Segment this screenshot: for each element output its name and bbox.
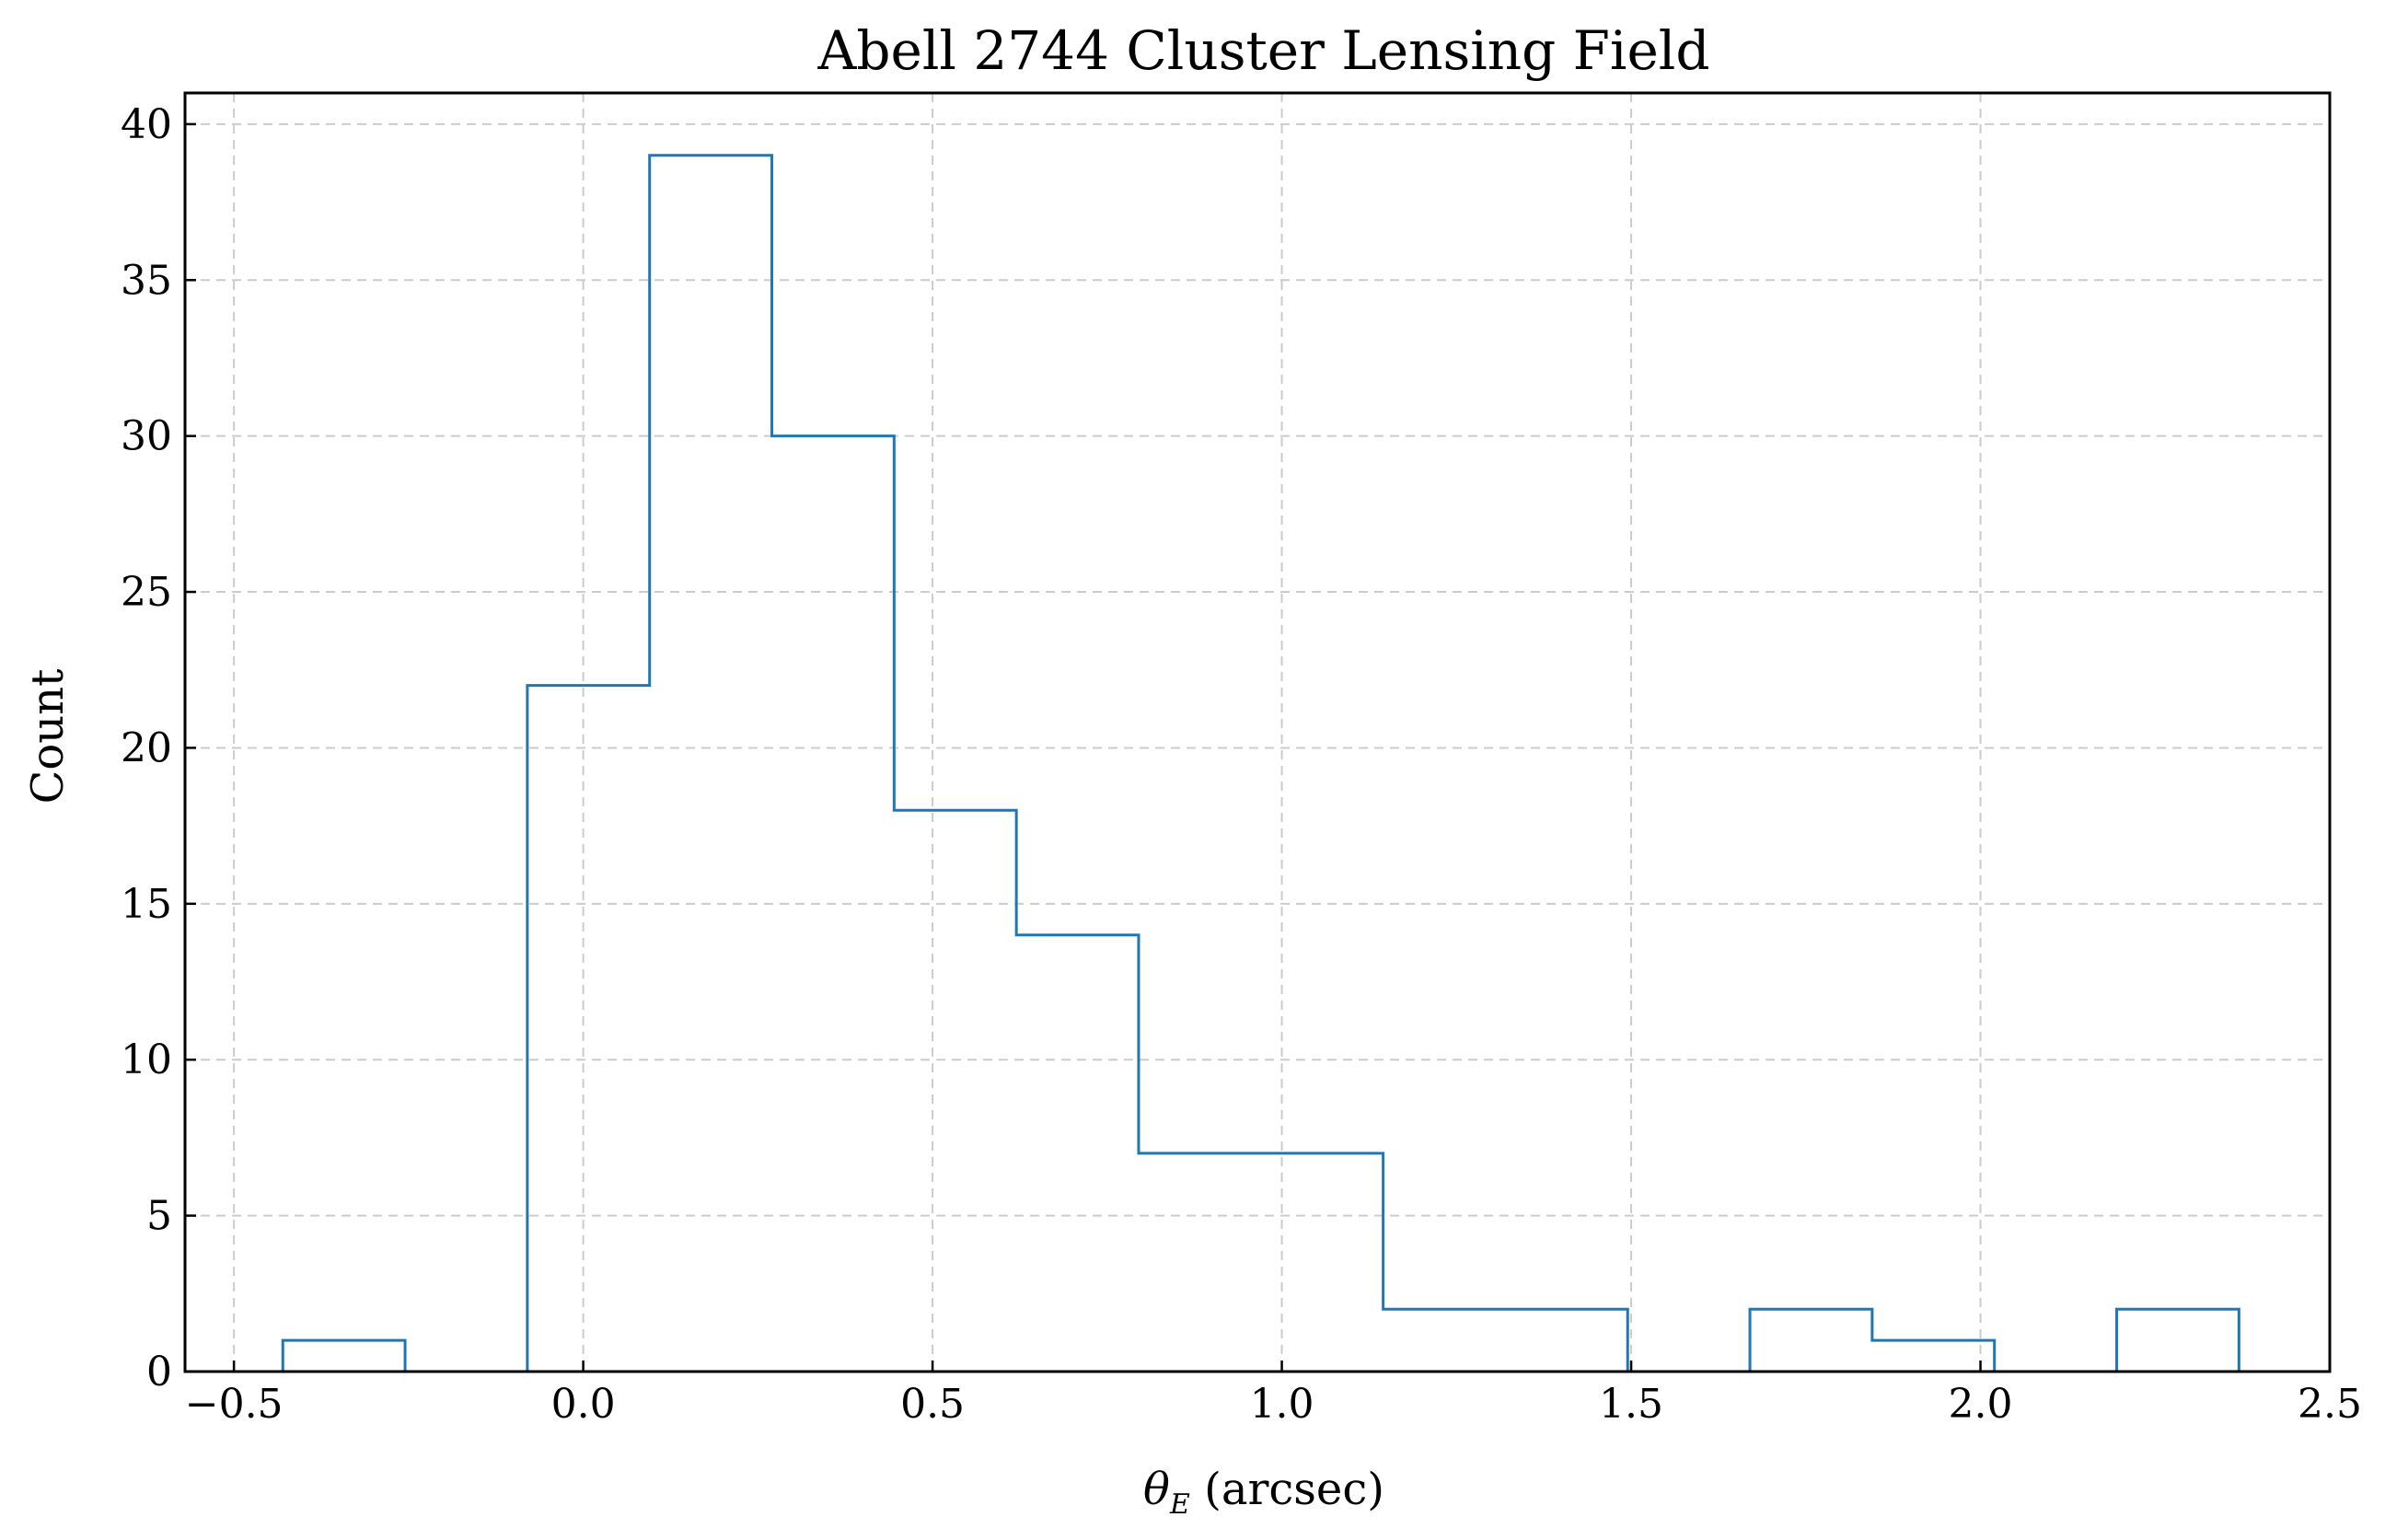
histogram-step-segment [2115,1307,2240,1372]
x-tick-label: 0.5 [900,1381,965,1428]
y-tick-label: 0 [146,1349,172,1395]
x-tick-label: −0.5 [185,1381,284,1428]
y-tick-label: 5 [146,1193,172,1240]
y-tick-label: 40 [121,101,172,148]
x-tick-label: 2.0 [1949,1381,2013,1428]
histogram-step-segment [281,1338,407,1372]
plot-frame [183,91,2332,1373]
axis-ticks: −0.5 0.0 0.5 1.0 1.5 2.0 2.5 0 5 10 15 20 25 30 35 40 [121,101,2362,1428]
histogram-step-segment [526,154,1629,1372]
x-axis-label: θE (arcsec) [1143,1464,1384,1521]
chart-title: Abell 2744 Cluster Lensing Field [817,19,1710,82]
x-tick-label: 1.5 [1599,1381,1663,1428]
x-tick-label: 0.0 [551,1381,616,1428]
y-tick-label: 10 [121,1036,172,1083]
x-tick-label: 2.5 [2298,1381,2362,1428]
x-tick-label: 1.0 [1250,1381,1314,1428]
y-axis-label: Count [22,669,74,805]
grid-lines [185,93,2330,1372]
y-tick-label: 20 [121,724,172,771]
y-tick-label: 25 [121,569,172,616]
y-tick-label: 30 [121,413,172,460]
y-tick-label: 15 [121,881,172,928]
histogram-step-segment [1748,1307,1997,1372]
y-tick-label: 35 [121,257,172,304]
histogram-bars [281,154,2240,1372]
